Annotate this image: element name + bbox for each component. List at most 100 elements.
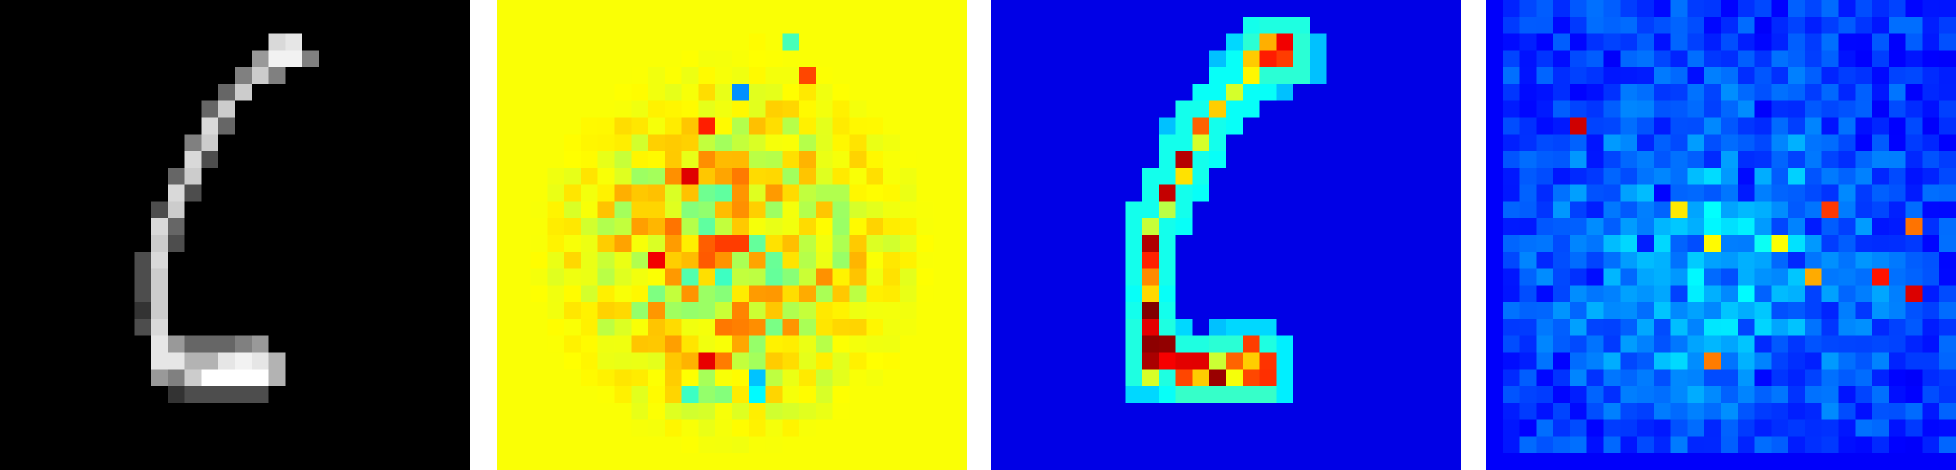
heatmap-cell bbox=[1394, 201, 1411, 218]
heatmap-cell bbox=[1654, 252, 1671, 269]
heatmap-cell bbox=[782, 201, 799, 218]
heatmap-cell bbox=[1411, 386, 1428, 403]
heatmap-cell bbox=[151, 0, 168, 17]
heatmap-cell bbox=[336, 252, 353, 269]
heatmap-cell bbox=[782, 118, 799, 135]
heatmap-cell bbox=[1855, 386, 1872, 403]
heatmap-cell bbox=[1721, 302, 1738, 319]
heatmap-cell bbox=[1310, 302, 1327, 319]
heatmap-cell bbox=[799, 269, 816, 286]
heatmap-cell bbox=[151, 67, 168, 84]
heatmap-cell bbox=[816, 118, 833, 135]
heatmap-cell bbox=[564, 386, 581, 403]
heatmap-cell bbox=[1855, 235, 1872, 252]
heatmap-cell bbox=[1671, 403, 1688, 420]
heatmap-cell bbox=[118, 285, 135, 302]
heatmap-cell bbox=[1444, 285, 1461, 302]
heatmap-cell bbox=[1604, 319, 1621, 336]
heatmap-cell bbox=[816, 218, 833, 235]
heatmap-cell bbox=[1570, 0, 1587, 17]
heatmap-cell bbox=[682, 353, 699, 370]
heatmap-cell bbox=[1553, 151, 1570, 168]
heatmap-cell bbox=[933, 201, 950, 218]
heatmap-cell bbox=[1755, 252, 1772, 269]
heatmap-cell bbox=[1427, 453, 1444, 470]
heatmap-cell bbox=[1687, 235, 1704, 252]
heatmap-cell bbox=[1444, 420, 1461, 437]
heatmap-cell bbox=[1536, 403, 1553, 420]
heatmap-cell bbox=[17, 235, 34, 252]
heatmap-cell bbox=[514, 201, 531, 218]
heatmap-cell bbox=[151, 420, 168, 437]
heatmap-cell bbox=[917, 0, 934, 17]
heatmap-cell bbox=[252, 118, 269, 135]
heatmap-cell bbox=[991, 436, 1008, 453]
heatmap-cell bbox=[1738, 319, 1755, 336]
heatmap-cell bbox=[118, 302, 135, 319]
heatmap-cell bbox=[917, 269, 934, 286]
heatmap-cell bbox=[67, 336, 84, 353]
heatmap-cell bbox=[1243, 17, 1260, 34]
heatmap-cell bbox=[1360, 369, 1377, 386]
heatmap-cell bbox=[816, 84, 833, 101]
heatmap-cell bbox=[1906, 302, 1923, 319]
heatmap-cell bbox=[118, 17, 135, 34]
heatmap-cell bbox=[386, 386, 403, 403]
heatmap-cell bbox=[1771, 436, 1788, 453]
heatmap-cell bbox=[436, 353, 453, 370]
heatmap-cell bbox=[1738, 386, 1755, 403]
heatmap-cell bbox=[0, 118, 17, 135]
heatmap-cell bbox=[1654, 218, 1671, 235]
heatmap-cell bbox=[547, 336, 564, 353]
heatmap-cell bbox=[353, 201, 370, 218]
heatmap-cell bbox=[1805, 50, 1822, 67]
heatmap-cell bbox=[1427, 420, 1444, 437]
heatmap-cell bbox=[1855, 336, 1872, 353]
heatmap-cell bbox=[900, 101, 917, 118]
heatmap-cell bbox=[1906, 151, 1923, 168]
heatmap-cell bbox=[1276, 453, 1293, 470]
heatmap-cell bbox=[1293, 168, 1310, 185]
heatmap-cell bbox=[1058, 353, 1075, 370]
heatmap-cell bbox=[1092, 252, 1109, 269]
heatmap-cell bbox=[1855, 168, 1872, 185]
heatmap-cell bbox=[682, 50, 699, 67]
heatmap-cell bbox=[1922, 17, 1939, 34]
heatmap-cell bbox=[252, 235, 269, 252]
heatmap-cell bbox=[319, 67, 336, 84]
heatmap-cell bbox=[531, 403, 548, 420]
heatmap-cell bbox=[1620, 50, 1637, 67]
heatmap-cell bbox=[1805, 453, 1822, 470]
heatmap-cell bbox=[453, 151, 470, 168]
heatmap-cell bbox=[285, 0, 302, 17]
heatmap-cell bbox=[1604, 453, 1621, 470]
heatmap-cell bbox=[1704, 336, 1721, 353]
heatmap-cell bbox=[917, 319, 934, 336]
heatmap-cell bbox=[1906, 252, 1923, 269]
heatmap-cell bbox=[218, 436, 235, 453]
heatmap-cell bbox=[648, 118, 665, 135]
heatmap-cell bbox=[615, 453, 632, 470]
heatmap-cell bbox=[1411, 67, 1428, 84]
heatmap-cell bbox=[1260, 302, 1277, 319]
heatmap-cell bbox=[1377, 369, 1394, 386]
heatmap-cell bbox=[1075, 420, 1092, 437]
heatmap-cell bbox=[1604, 168, 1621, 185]
heatmap-cell bbox=[285, 34, 302, 51]
heatmap-cell bbox=[1620, 369, 1637, 386]
heatmap-cell bbox=[1310, 67, 1327, 84]
heatmap-cell bbox=[1939, 420, 1956, 437]
heatmap-cell bbox=[732, 453, 749, 470]
heatmap-cell bbox=[1671, 302, 1688, 319]
heatmap-cell bbox=[732, 436, 749, 453]
heatmap-cell bbox=[1092, 201, 1109, 218]
heatmap-cell bbox=[0, 185, 17, 202]
heatmap-cell bbox=[564, 84, 581, 101]
heatmap-cell bbox=[1075, 168, 1092, 185]
heatmap-cell bbox=[1075, 436, 1092, 453]
heatmap-cell bbox=[67, 0, 84, 17]
heatmap-cell bbox=[218, 17, 235, 34]
heatmap-cell bbox=[698, 319, 715, 336]
heatmap-cell bbox=[1922, 353, 1939, 370]
heatmap-cell bbox=[883, 17, 900, 34]
